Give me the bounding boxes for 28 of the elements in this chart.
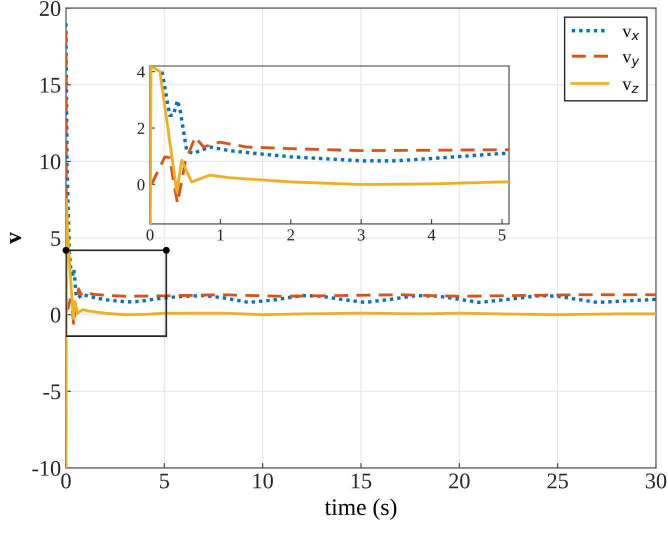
- x-tick-label: 0: [61, 473, 71, 488]
- x-tick-label: 15: [352, 474, 372, 488]
- y-tick-label: 2: [138, 122, 144, 134]
- x-tick-label: 0: [146, 229, 154, 241]
- y-tick-label: 0: [50, 308, 60, 323]
- y-tick-label: 20: [40, 1, 60, 16]
- x-tick-label: 2: [287, 229, 294, 240]
- y-tick-label: 4: [137, 66, 145, 78]
- x-tick-label: 4: [428, 229, 436, 240]
- line-series: [150, 66, 510, 224]
- x-tick-label: 25: [548, 474, 568, 488]
- y-tick-label: -10: [32, 460, 60, 476]
- legend-label: v$_{x}$: [622, 28, 640, 40]
- x-tick-label: 20: [449, 473, 470, 488]
- y-tick-label: -5: [43, 384, 60, 400]
- y-tick-label: 0: [137, 179, 145, 190]
- x-tick-label: 1: [218, 229, 224, 240]
- x-axis-title: time (s): [324, 498, 396, 520]
- x-tick-label: 3: [358, 229, 365, 241]
- y-axis-title: v: [10, 232, 22, 244]
- y-tick-label: 10: [40, 154, 60, 170]
- y-tick-label: 15: [40, 78, 60, 93]
- x-tick-label: 30: [646, 473, 666, 488]
- x-tick-label: 5: [160, 474, 170, 488]
- x-tick-label: 10: [254, 473, 273, 488]
- legend-label: v$_{z}$: [622, 81, 638, 93]
- legend-label: v$_{y}$: [622, 54, 640, 68]
- x-tick-label: 5: [498, 229, 506, 241]
